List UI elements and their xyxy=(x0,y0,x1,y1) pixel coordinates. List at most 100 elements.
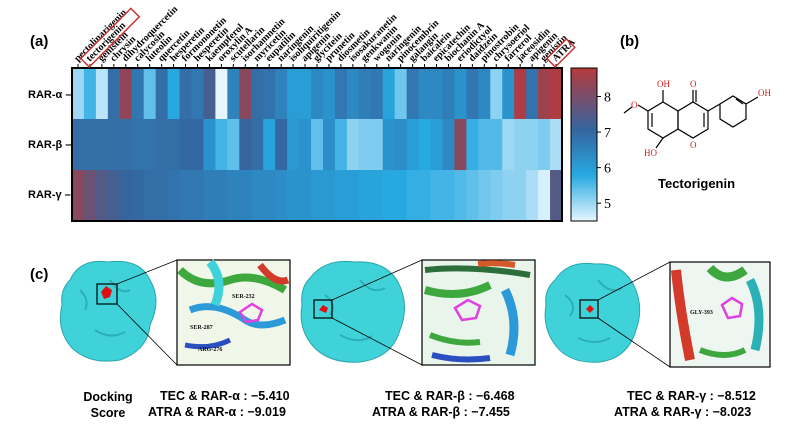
highlight-box xyxy=(545,37,576,68)
residue-label: GLY-393 xyxy=(690,310,713,316)
heatmap-cell xyxy=(287,170,300,222)
heatmap-cell xyxy=(143,119,157,171)
heatmap-cell xyxy=(538,170,551,222)
heatmap-cell xyxy=(550,68,563,120)
heatmap-cell xyxy=(203,119,216,171)
heatmap-cell xyxy=(502,170,515,222)
heatmap-cell xyxy=(358,170,372,222)
heatmap-cell xyxy=(358,68,372,120)
zoom-inset-3 xyxy=(669,261,771,368)
heatmap-cell xyxy=(430,68,443,120)
heatmap-cell xyxy=(466,170,479,222)
heatmap-cell xyxy=(143,68,157,120)
heatmap-cell xyxy=(334,119,348,171)
heatmap-cell xyxy=(131,119,145,171)
heatmap-cells xyxy=(72,68,563,222)
heatmap-cell xyxy=(406,68,419,120)
heatmap-cell xyxy=(263,119,276,171)
highlight-box xyxy=(79,7,141,68)
heatmap-cell xyxy=(155,68,169,120)
heatmap-cell xyxy=(334,170,348,222)
heatmap-cell xyxy=(131,68,145,120)
heatmap-cell xyxy=(394,170,408,222)
colorbar-tick-label: 5 xyxy=(604,197,611,212)
residue-label: SER-232 xyxy=(232,294,255,300)
docking-score-title: Docking Score xyxy=(83,390,133,420)
heatmap-cell xyxy=(394,119,408,171)
ligand-1 xyxy=(101,286,112,299)
heatmap-cell xyxy=(550,119,563,171)
heatmap-cell xyxy=(251,119,264,171)
heatmap-cell xyxy=(311,68,324,120)
column-labels: pectolinarigenintectorigeningenisteinchr… xyxy=(72,4,578,65)
tectorigenin-structure: OH O O HO O OH xyxy=(623,79,771,158)
heatmap-cell xyxy=(95,119,109,171)
heatmap-cell xyxy=(322,68,336,120)
docking-images: SER-232 SER-287 ARG-276 GLY-393 xyxy=(59,259,771,368)
heatmap-cell xyxy=(179,170,192,222)
heatmap-cell xyxy=(311,170,324,222)
heatmap-cell xyxy=(358,119,372,171)
highlight-boxes xyxy=(79,7,576,68)
heatmap-cell xyxy=(370,119,384,171)
heatmap-cell xyxy=(107,119,121,171)
zoom-inset-2 xyxy=(421,259,536,366)
heatmap-cell xyxy=(322,119,336,171)
heatmap-cell xyxy=(227,68,240,120)
heatmap-cell xyxy=(251,170,264,222)
heatmap-cell xyxy=(143,170,157,222)
protein-surface-3 xyxy=(544,262,641,363)
heatmap-cell xyxy=(346,68,360,120)
heatmap-cell xyxy=(287,68,300,120)
heatmap-cell xyxy=(382,68,396,120)
colorbar-tick-label: 6 xyxy=(604,162,611,177)
heatmap-cell xyxy=(275,119,288,171)
heatmap-cell xyxy=(72,119,85,171)
heatmap-cell xyxy=(263,170,276,222)
heatmap-cell xyxy=(418,170,431,222)
heatmap-cell xyxy=(514,68,527,120)
heatmap-cell xyxy=(287,119,300,171)
residue-label: ARG-276 xyxy=(198,347,222,353)
panel-b-label: (b) xyxy=(620,33,640,50)
heatmap-cell xyxy=(502,68,515,120)
heatmap-cell xyxy=(490,68,503,120)
heatmap-cell xyxy=(215,170,228,222)
protein-surface-1 xyxy=(59,260,157,362)
heatmap-cell xyxy=(430,170,443,222)
zoom-inset-1 xyxy=(176,259,291,366)
heatmap-cell xyxy=(119,119,133,171)
heatmap-cell xyxy=(346,119,360,171)
atra-rar-gamma-score: ATRA & RAR-γ : −8.023 xyxy=(614,405,752,419)
carbonyl-o-atom: O xyxy=(690,79,697,89)
heatmap-cell xyxy=(215,68,228,120)
heatmap-cell xyxy=(191,119,204,171)
heatmap-cell xyxy=(167,68,180,120)
binding-site-box-1 xyxy=(96,283,118,305)
heatmap-cell xyxy=(550,170,563,222)
methoxy-o-atom: O xyxy=(631,100,638,110)
heatmap-cell xyxy=(478,170,491,222)
heatmap-cell xyxy=(514,119,527,171)
phenyl-oh-atom: OH xyxy=(758,88,771,98)
heatmap-cell xyxy=(526,68,539,120)
heatmap-cell xyxy=(191,68,204,120)
colorbar-ticks: 5 6 7 8 xyxy=(597,90,611,212)
heatmap-cell xyxy=(227,170,240,222)
heatmap-cell xyxy=(370,68,384,120)
heatmap-cell xyxy=(263,68,276,120)
heatmap-cell xyxy=(454,68,467,120)
heatmap-cell xyxy=(478,119,491,171)
heatmap-cell xyxy=(299,68,312,120)
heatmap-cell xyxy=(454,170,467,222)
heatmap-cell xyxy=(275,170,288,222)
heatmap-cell xyxy=(322,170,336,222)
heatmap-cell xyxy=(215,119,228,171)
heatmap-cell xyxy=(442,170,455,222)
heatmap-cell xyxy=(95,170,109,222)
heatmap-cell xyxy=(107,68,121,120)
column-ticks xyxy=(77,64,557,68)
heatmap-cell xyxy=(490,119,503,171)
ring-o-atom: O xyxy=(690,140,697,150)
heatmap-cell xyxy=(299,170,312,222)
